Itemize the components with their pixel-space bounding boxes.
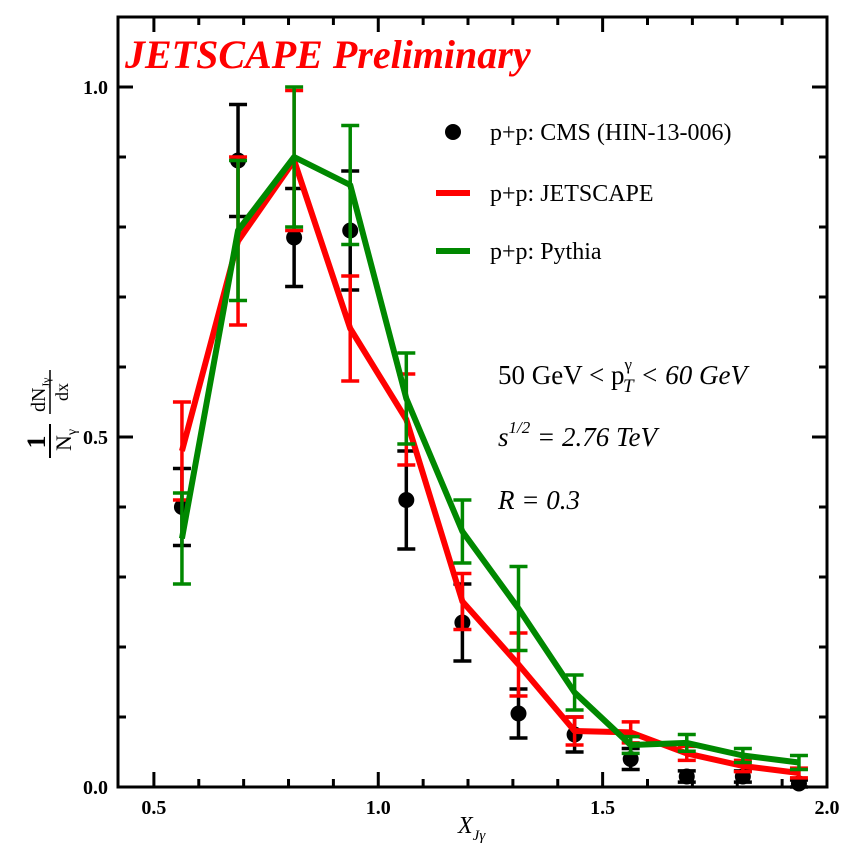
cms-data-point [678,768,695,785]
series-layer [172,85,808,792]
annotation-pt-gamma: γ [623,355,632,374]
y-tick-label: 0.0 [83,777,108,799]
legend: p+p: CMS (HIN-13-006) p+p: JETSCAPE p+p:… [436,120,732,265]
annotation-pt-range: 50 GeV < pγ T < 60 GeV [498,355,751,397]
y-axis-label: 1 Nγ dNJγ dx [22,370,80,458]
annotation-energy-exp: 1/2 [509,418,531,437]
annotation-pt-prefix: 50 GeV < p [498,360,624,390]
cms-data-point [510,705,527,722]
y-label-dN: dNJγ [28,377,53,412]
y-label-N-sub: γ [65,429,80,436]
x-axis-label-sub: Jγ [473,828,487,844]
annotation-pt-t: T [623,376,635,397]
y-label-dN-sub: Jγ [39,377,53,388]
y-label-N: Nγ [51,429,80,451]
annotation-energy-s: s [498,422,509,452]
y-label-N-main: N [51,435,76,451]
x-axis-label-main: X [457,813,474,839]
x-tick-label: 2.0 [815,797,840,819]
y-label-one: 1 [22,436,51,449]
y-label-dx: dx [52,383,72,401]
plot-frame [116,15,829,789]
legend-label-cms: p+p: CMS (HIN-13-006) [490,120,732,146]
cms-data-point [398,492,415,508]
annotation-energy: s1/2 = 2.76 TeV [498,418,660,452]
annotation-pt-suffix: < 60 GeV [634,360,751,390]
annotation-radius: R = 0.3 [497,485,580,515]
axis-ticks [118,15,829,789]
y-label-dN-main: dN [28,388,50,412]
x-tick-label: 1.5 [590,797,615,819]
annotations: 50 GeV < pγ T < 60 GeV s1/2 = 2.76 TeV R … [497,355,751,515]
chart-title: JETSCAPE Preliminary [124,32,531,77]
pythia-line [178,154,800,766]
x-axis-label: XJγ [457,813,486,844]
cms-data-point [286,229,303,246]
y-tick-label: 1.0 [83,77,108,99]
axis-tick-labels: 0.5 1.0 1.5 2.0 0.0 0.5 1.0 [83,77,840,819]
legend-label-jetscape: p+p: JETSCAPE [490,181,654,207]
x-tick-label: 1.0 [366,797,391,819]
legend-label-pythia: p+p: Pythia [490,239,602,265]
x-tick-label: 0.5 [141,797,166,819]
legend-marker-cms [445,124,461,140]
annotation-energy-value: = 2.76 TeV [530,422,660,452]
y-tick-label: 0.5 [83,427,108,449]
